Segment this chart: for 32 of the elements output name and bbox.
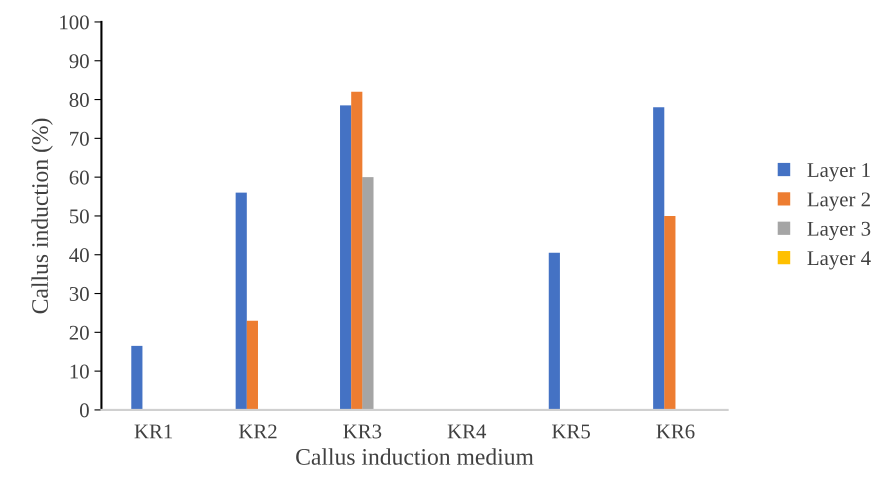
y-tick-label: 50 bbox=[70, 209, 89, 224]
bar bbox=[340, 105, 352, 410]
y-tick-label: 40 bbox=[69, 248, 89, 262]
y-tick-label: 90 bbox=[69, 54, 89, 68]
y-tick-label: 30 bbox=[70, 286, 89, 301]
bar bbox=[362, 177, 374, 410]
y-tick-label: 20 bbox=[70, 326, 89, 340]
x-tick-label: KR1 bbox=[134, 424, 172, 438]
x-tick-label: KR3 bbox=[343, 424, 382, 438]
x-tick-label: KR5 bbox=[552, 424, 590, 438]
bar bbox=[351, 92, 362, 410]
y-tick-label: 0 bbox=[80, 403, 89, 418]
bar bbox=[236, 192, 247, 410]
legend-label: Layer 4 bbox=[807, 251, 871, 270]
legend-label: Layer 2 bbox=[807, 192, 870, 211]
x-tick-label: KR6 bbox=[656, 424, 695, 438]
x-axis-title: Callus induction medium bbox=[296, 448, 534, 465]
bar bbox=[246, 320, 258, 410]
y-tick-label: 10 bbox=[70, 364, 89, 379]
legend-label: Layer 1 bbox=[807, 163, 870, 182]
y-axis-title: Callus induction (%) bbox=[31, 118, 53, 314]
bar bbox=[548, 252, 560, 410]
legend-label: Layer 3 bbox=[807, 222, 870, 240]
bar bbox=[653, 107, 664, 410]
bar bbox=[664, 216, 676, 410]
bar bbox=[131, 346, 142, 410]
y-tick-label: 60 bbox=[70, 170, 89, 185]
y-tick-label: 80 bbox=[70, 92, 89, 107]
x-tick-label: KR4 bbox=[448, 424, 486, 438]
x-tick-label: KR2 bbox=[238, 424, 277, 438]
y-tick-label: 70 bbox=[70, 132, 89, 146]
y-tick-label: 100 bbox=[60, 15, 89, 30]
